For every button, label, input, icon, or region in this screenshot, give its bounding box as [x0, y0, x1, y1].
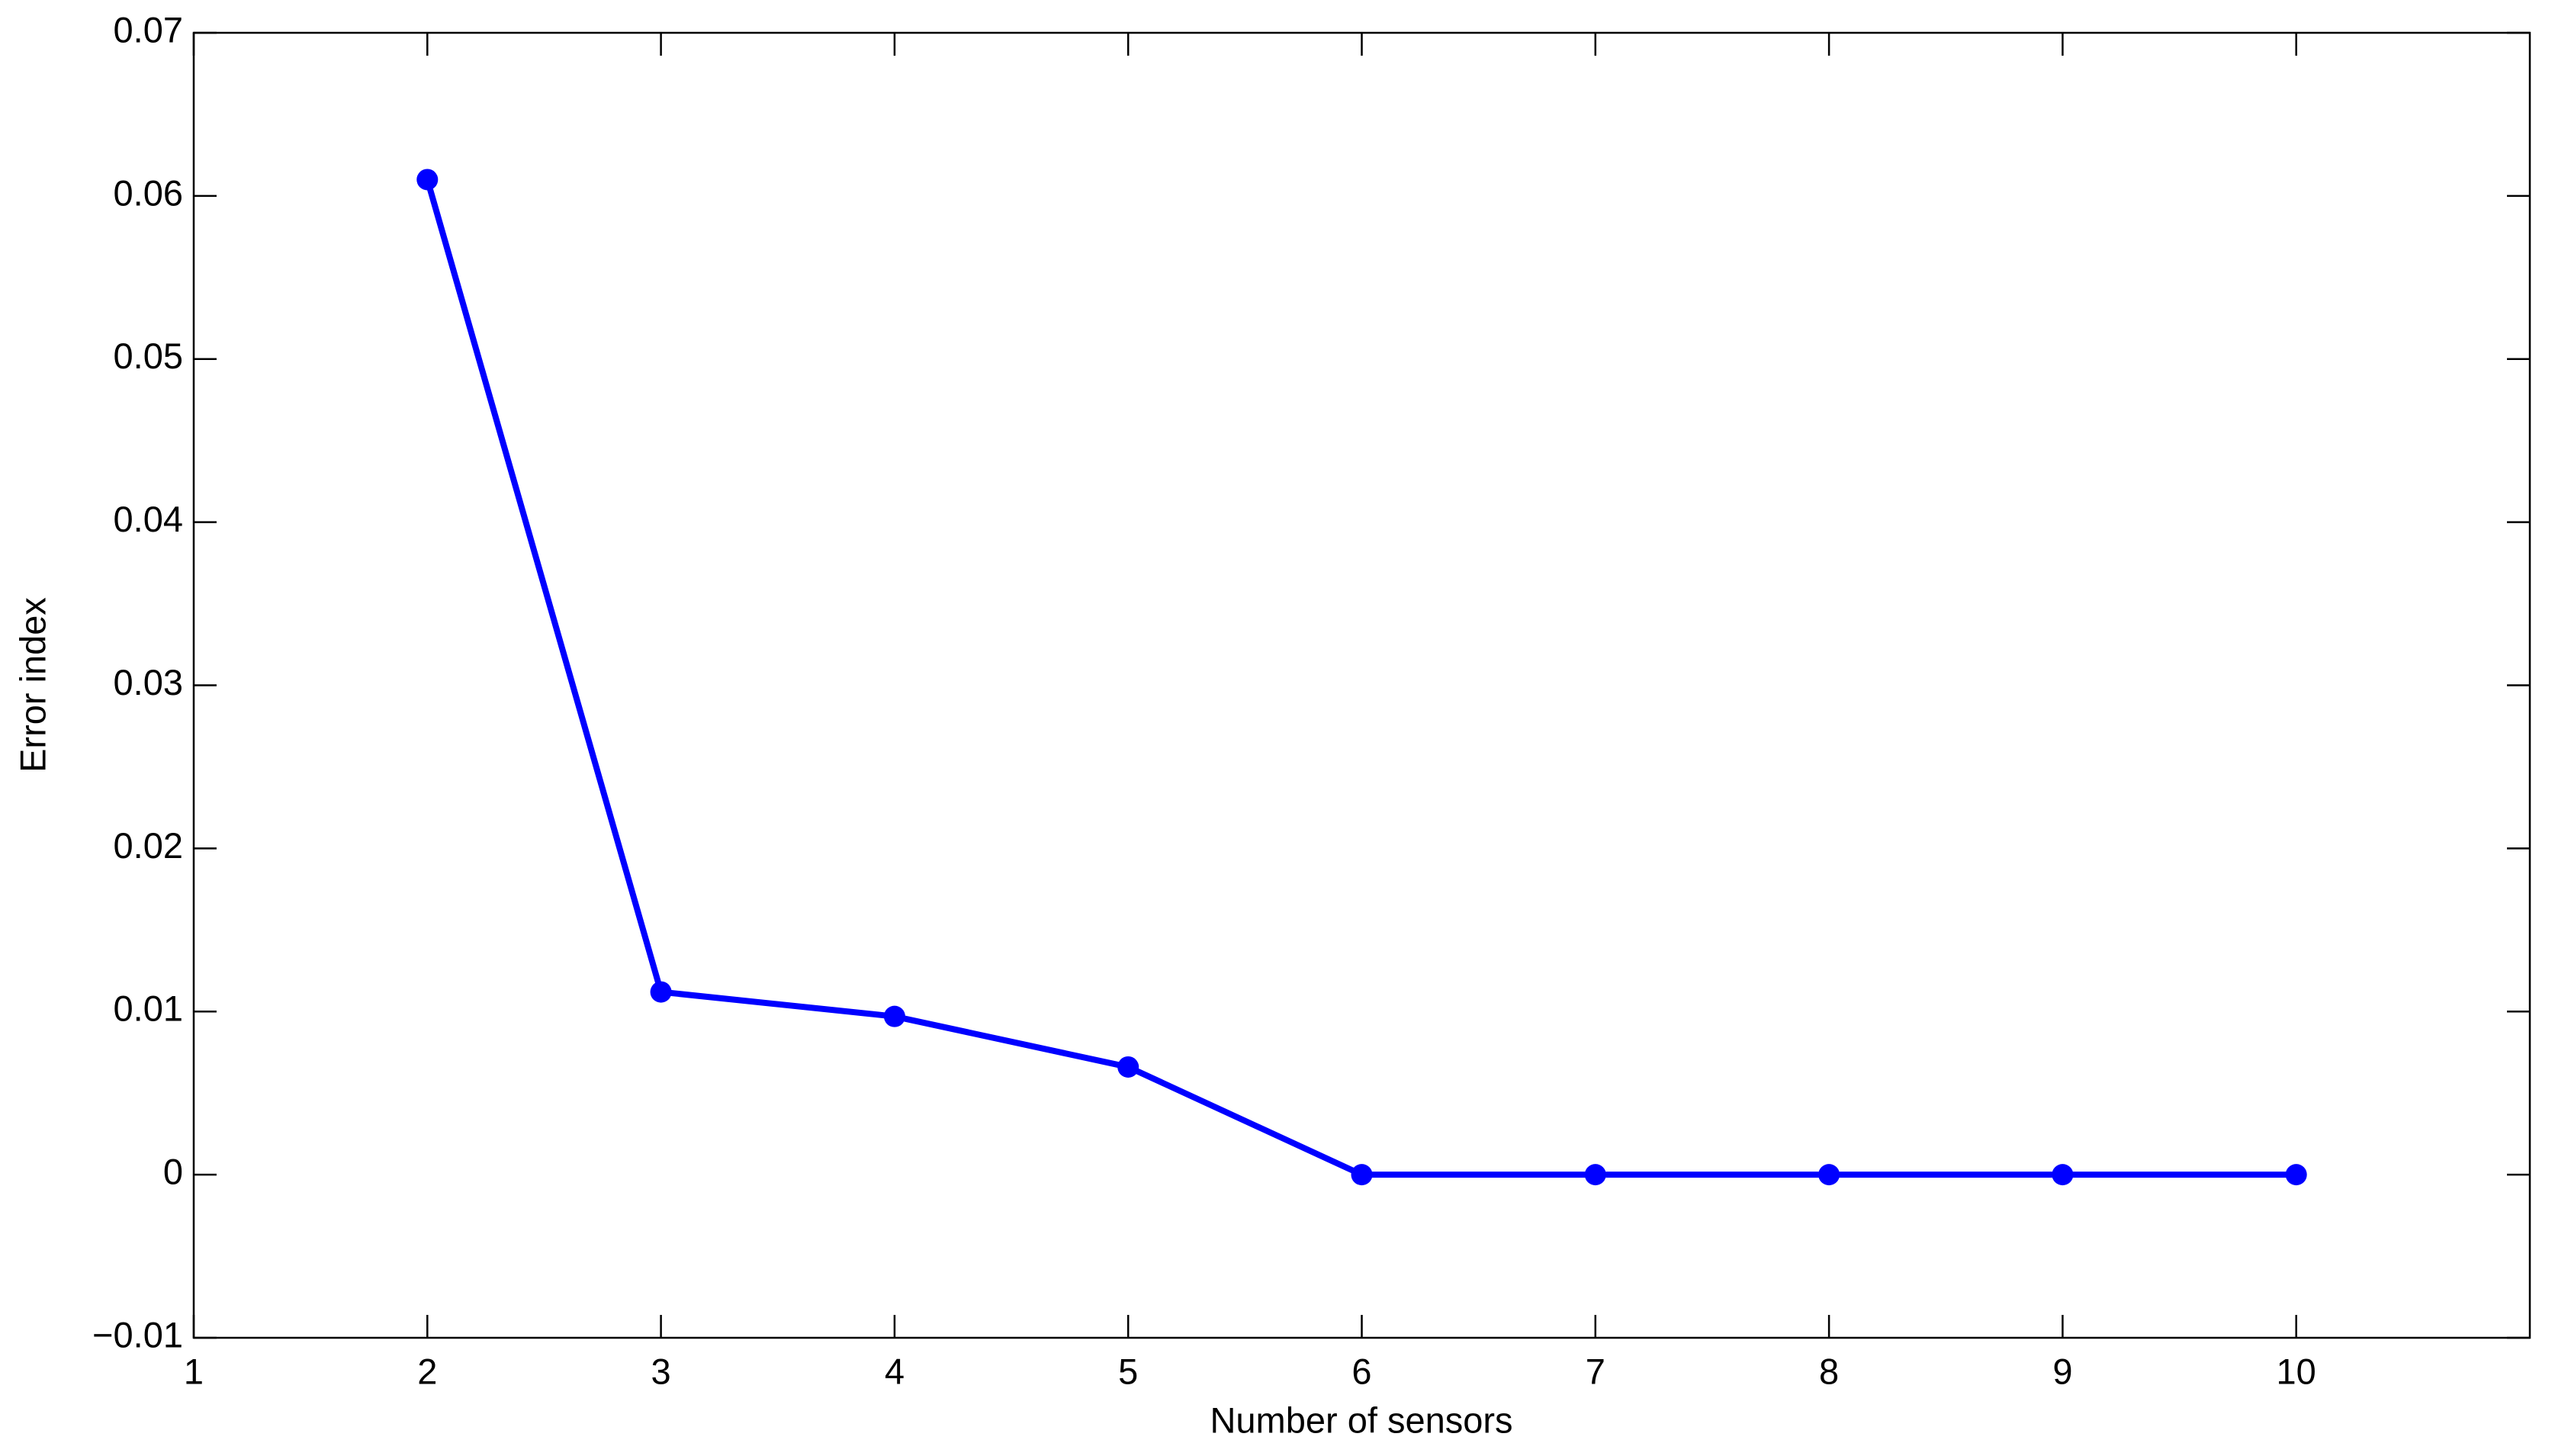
- y-tick-label: 0.05: [114, 336, 183, 376]
- x-tick-label: 4: [885, 1351, 905, 1391]
- x-tick-label: 9: [2052, 1351, 2072, 1391]
- x-tick-label: 8: [1819, 1351, 1839, 1391]
- x-tick-label: 3: [651, 1351, 671, 1391]
- y-axis-label: Error index: [12, 597, 53, 773]
- x-tick-label: 1: [184, 1351, 204, 1391]
- y-tick-label: 0.02: [114, 825, 183, 866]
- data-point: [1584, 1164, 1606, 1186]
- x-tick-label: 10: [2277, 1351, 2316, 1391]
- plot-area: [192, 31, 2531, 1339]
- y-tick-label: −0.01: [92, 1314, 183, 1355]
- x-tick-label: 5: [1118, 1351, 1138, 1391]
- y-tick-label: 0.07: [114, 9, 183, 50]
- x-tick-label: 6: [1351, 1351, 1371, 1391]
- y-tick-label: 0.04: [114, 499, 183, 539]
- y-tick-label: 0.01: [114, 988, 183, 1029]
- y-tick-label: 0: [163, 1152, 183, 1192]
- x-tick-label: 7: [1586, 1351, 1605, 1391]
- y-tick-label: 0.03: [114, 662, 183, 702]
- data-point: [883, 1005, 905, 1027]
- data-point: [2052, 1164, 2074, 1186]
- data-point: [650, 981, 672, 1003]
- data-point: [2285, 1164, 2307, 1186]
- data-point: [1351, 1164, 1373, 1186]
- x-axis-label: Number of sensors: [1210, 1400, 1512, 1440]
- data-point: [1117, 1056, 1139, 1078]
- y-tick-label: 0.06: [114, 172, 183, 213]
- x-tick-label: 2: [417, 1351, 437, 1391]
- data-point: [1818, 1164, 1840, 1186]
- data-point: [416, 169, 439, 191]
